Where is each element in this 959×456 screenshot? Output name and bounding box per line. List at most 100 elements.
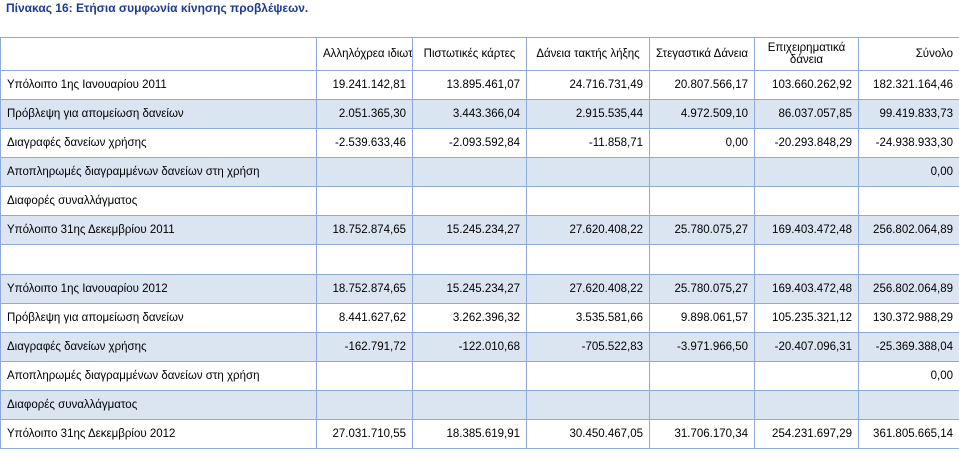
value-cell: -705.522,83 bbox=[526, 332, 650, 362]
value-cell bbox=[754, 244, 859, 275]
table-row: Αποπληρωμές διαγραμμένων δανείων στη χρή… bbox=[0, 157, 959, 187]
value-cell: 20.807.566,17 bbox=[649, 70, 755, 100]
value-cell bbox=[649, 186, 755, 216]
value-cell: 18.752.874,65 bbox=[316, 274, 413, 304]
value-cell: 18.385.619,91 bbox=[412, 419, 527, 449]
value-cell bbox=[316, 361, 413, 391]
header-total: Σύνολο bbox=[858, 37, 959, 71]
value-cell: 3.443.366,04 bbox=[412, 99, 527, 129]
table-row: Διαγραφές δανείων χρήσης -2.539.633,46 -2.… bbox=[0, 128, 959, 158]
value-cell: 27.620.408,22 bbox=[526, 274, 650, 304]
row-label: Πρόβλεψη για απομείωση δανείων bbox=[0, 303, 317, 333]
value-cell: 18.752.874,65 bbox=[316, 215, 413, 245]
value-cell: 3.262.396,32 bbox=[412, 303, 527, 333]
value-cell: 103.660.262,92 bbox=[754, 70, 859, 100]
row-label: Αποπληρωμές διαγραμμένων δανείων στη χρή… bbox=[0, 157, 317, 187]
value-cell: 8.441.627,62 bbox=[316, 303, 413, 333]
value-cell: 169.403.472,48 bbox=[754, 274, 859, 304]
value-cell bbox=[316, 244, 413, 275]
value-cell: 25.780.075,27 bbox=[649, 274, 755, 304]
value-cell bbox=[412, 157, 527, 187]
header-label-cell bbox=[0, 37, 317, 71]
table-row: Υπόλοιπο 31ης Δεκεμβρίου 2012 27.031.710,… bbox=[0, 419, 959, 449]
value-cell: -20.293.848,29 bbox=[754, 128, 859, 158]
row-label: Υπόλοιπο 31ης Δεκεμβρίου 2011 bbox=[0, 215, 317, 245]
value-cell bbox=[526, 244, 650, 275]
value-cell: 9.898.061,57 bbox=[649, 303, 755, 333]
row-label: Υπόλοιπο 31ης Δεκεμβρίου 2012 bbox=[0, 419, 317, 449]
value-cell: 254.231.697,29 bbox=[754, 419, 859, 449]
value-cell bbox=[526, 390, 650, 420]
row-label: Υπόλοιπο 1ης Ιανουαρίου 2012 bbox=[0, 274, 317, 304]
value-cell: 13.895.461,07 bbox=[412, 70, 527, 100]
header-row: Αλληλόχρεα ιδιωτών Πιστωτικές κάρτες Δάν… bbox=[0, 37, 959, 71]
table-row: Υπόλοιπο 31ης Δεκεμβρίου 2011 18.752.874,… bbox=[0, 215, 959, 245]
row-label: Υπόλοιπο 1ης Ιανουαρίου 2011 bbox=[0, 70, 317, 100]
value-cell: -2.093.592,84 bbox=[412, 128, 527, 158]
value-cell bbox=[526, 157, 650, 187]
value-cell bbox=[649, 361, 755, 391]
table-row: Πρόβλεψη για απομείωση δανείων 8.441.627,… bbox=[0, 303, 959, 333]
value-cell bbox=[412, 244, 527, 275]
table-caption: Πίνακας 16: Ετήσια συμφωνία κίνησης προβ… bbox=[6, 1, 309, 15]
value-cell bbox=[412, 390, 527, 420]
provisions-table: Αλληλόχρεα ιδιωτών Πιστωτικές κάρτες Δάν… bbox=[0, 37, 959, 449]
value-cell: 24.716.731,49 bbox=[526, 70, 650, 100]
value-cell: -162.791,72 bbox=[316, 332, 413, 362]
header-term-loans: Δάνεια τακτής λήξης bbox=[526, 37, 650, 71]
value-cell: 19.241.142,81 bbox=[316, 70, 413, 100]
value-cell bbox=[316, 390, 413, 420]
row-label: Πρόβλεψη για απομείωση δανείων bbox=[0, 99, 317, 129]
value-cell: 3.535.581,66 bbox=[526, 303, 650, 333]
row-label: Διαγραφές δανείων χρήσης bbox=[0, 332, 317, 362]
total-cell bbox=[858, 244, 959, 275]
total-cell bbox=[858, 186, 959, 216]
total-cell: 99.419.833,73 bbox=[858, 99, 959, 129]
header-credit-cards: Πιστωτικές κάρτες bbox=[412, 37, 527, 71]
total-cell: 182.321.164,46 bbox=[858, 70, 959, 100]
value-cell: 25.780.075,27 bbox=[649, 215, 755, 245]
value-cell: 15.245.234,27 bbox=[412, 215, 527, 245]
value-cell: 30.450.467,05 bbox=[526, 419, 650, 449]
value-cell: 4.972.509,10 bbox=[649, 99, 755, 129]
total-cell: 0,00 bbox=[858, 157, 959, 187]
value-cell: 105.235.321,12 bbox=[754, 303, 859, 333]
row-label: Αποπληρωμές διαγραμμένων δανείων στη χρή… bbox=[0, 361, 317, 391]
value-cell bbox=[649, 390, 755, 420]
total-cell: 0,00 bbox=[858, 361, 959, 391]
value-cell bbox=[754, 157, 859, 187]
table-row: Πρόβλεψη για απομείωση δανείων 2.051.365,… bbox=[0, 99, 959, 129]
value-cell bbox=[526, 361, 650, 391]
value-cell bbox=[754, 361, 859, 391]
value-cell: 27.620.408,22 bbox=[526, 215, 650, 245]
value-cell: -122.010,68 bbox=[412, 332, 527, 362]
value-cell: 0,00 bbox=[649, 128, 755, 158]
row-label: Διαφορές συναλλάγματος bbox=[0, 390, 317, 420]
value-cell: 15.245.234,27 bbox=[412, 274, 527, 304]
value-cell bbox=[649, 157, 755, 187]
value-cell: -3.971.966,50 bbox=[649, 332, 755, 362]
value-cell: 2.915.535,44 bbox=[526, 99, 650, 129]
value-cell bbox=[316, 157, 413, 187]
table-row: Υπόλοιπο 1ης Ιανουαρίου 2011 19.241.142,8… bbox=[0, 70, 959, 100]
header-business-loans: Επιχειρηματικά δάνεια bbox=[754, 37, 859, 71]
value-cell: 169.403.472,48 bbox=[754, 215, 859, 245]
value-cell: -11.858,71 bbox=[526, 128, 650, 158]
table-row: Αποπληρωμές διαγραμμένων δανείων στη χρή… bbox=[0, 361, 959, 391]
value-cell: 86.037.057,85 bbox=[754, 99, 859, 129]
row-label: Διαγραφές δανείων χρήσης bbox=[0, 128, 317, 158]
row-label bbox=[0, 244, 317, 275]
value-cell bbox=[316, 186, 413, 216]
value-cell: 31.706.170,34 bbox=[649, 419, 755, 449]
value-cell bbox=[649, 244, 755, 275]
value-cell bbox=[526, 186, 650, 216]
header-mortgages: Στεγαστικά Δάνεια bbox=[649, 37, 755, 71]
value-cell bbox=[754, 390, 859, 420]
value-cell bbox=[412, 186, 527, 216]
value-cell: -2.539.633,46 bbox=[316, 128, 413, 158]
total-cell: 256.802.064,89 bbox=[858, 215, 959, 245]
value-cell bbox=[412, 361, 527, 391]
total-cell: -25.369.388,04 bbox=[858, 332, 959, 362]
value-cell: -20.407.096,31 bbox=[754, 332, 859, 362]
table-row bbox=[0, 244, 959, 275]
